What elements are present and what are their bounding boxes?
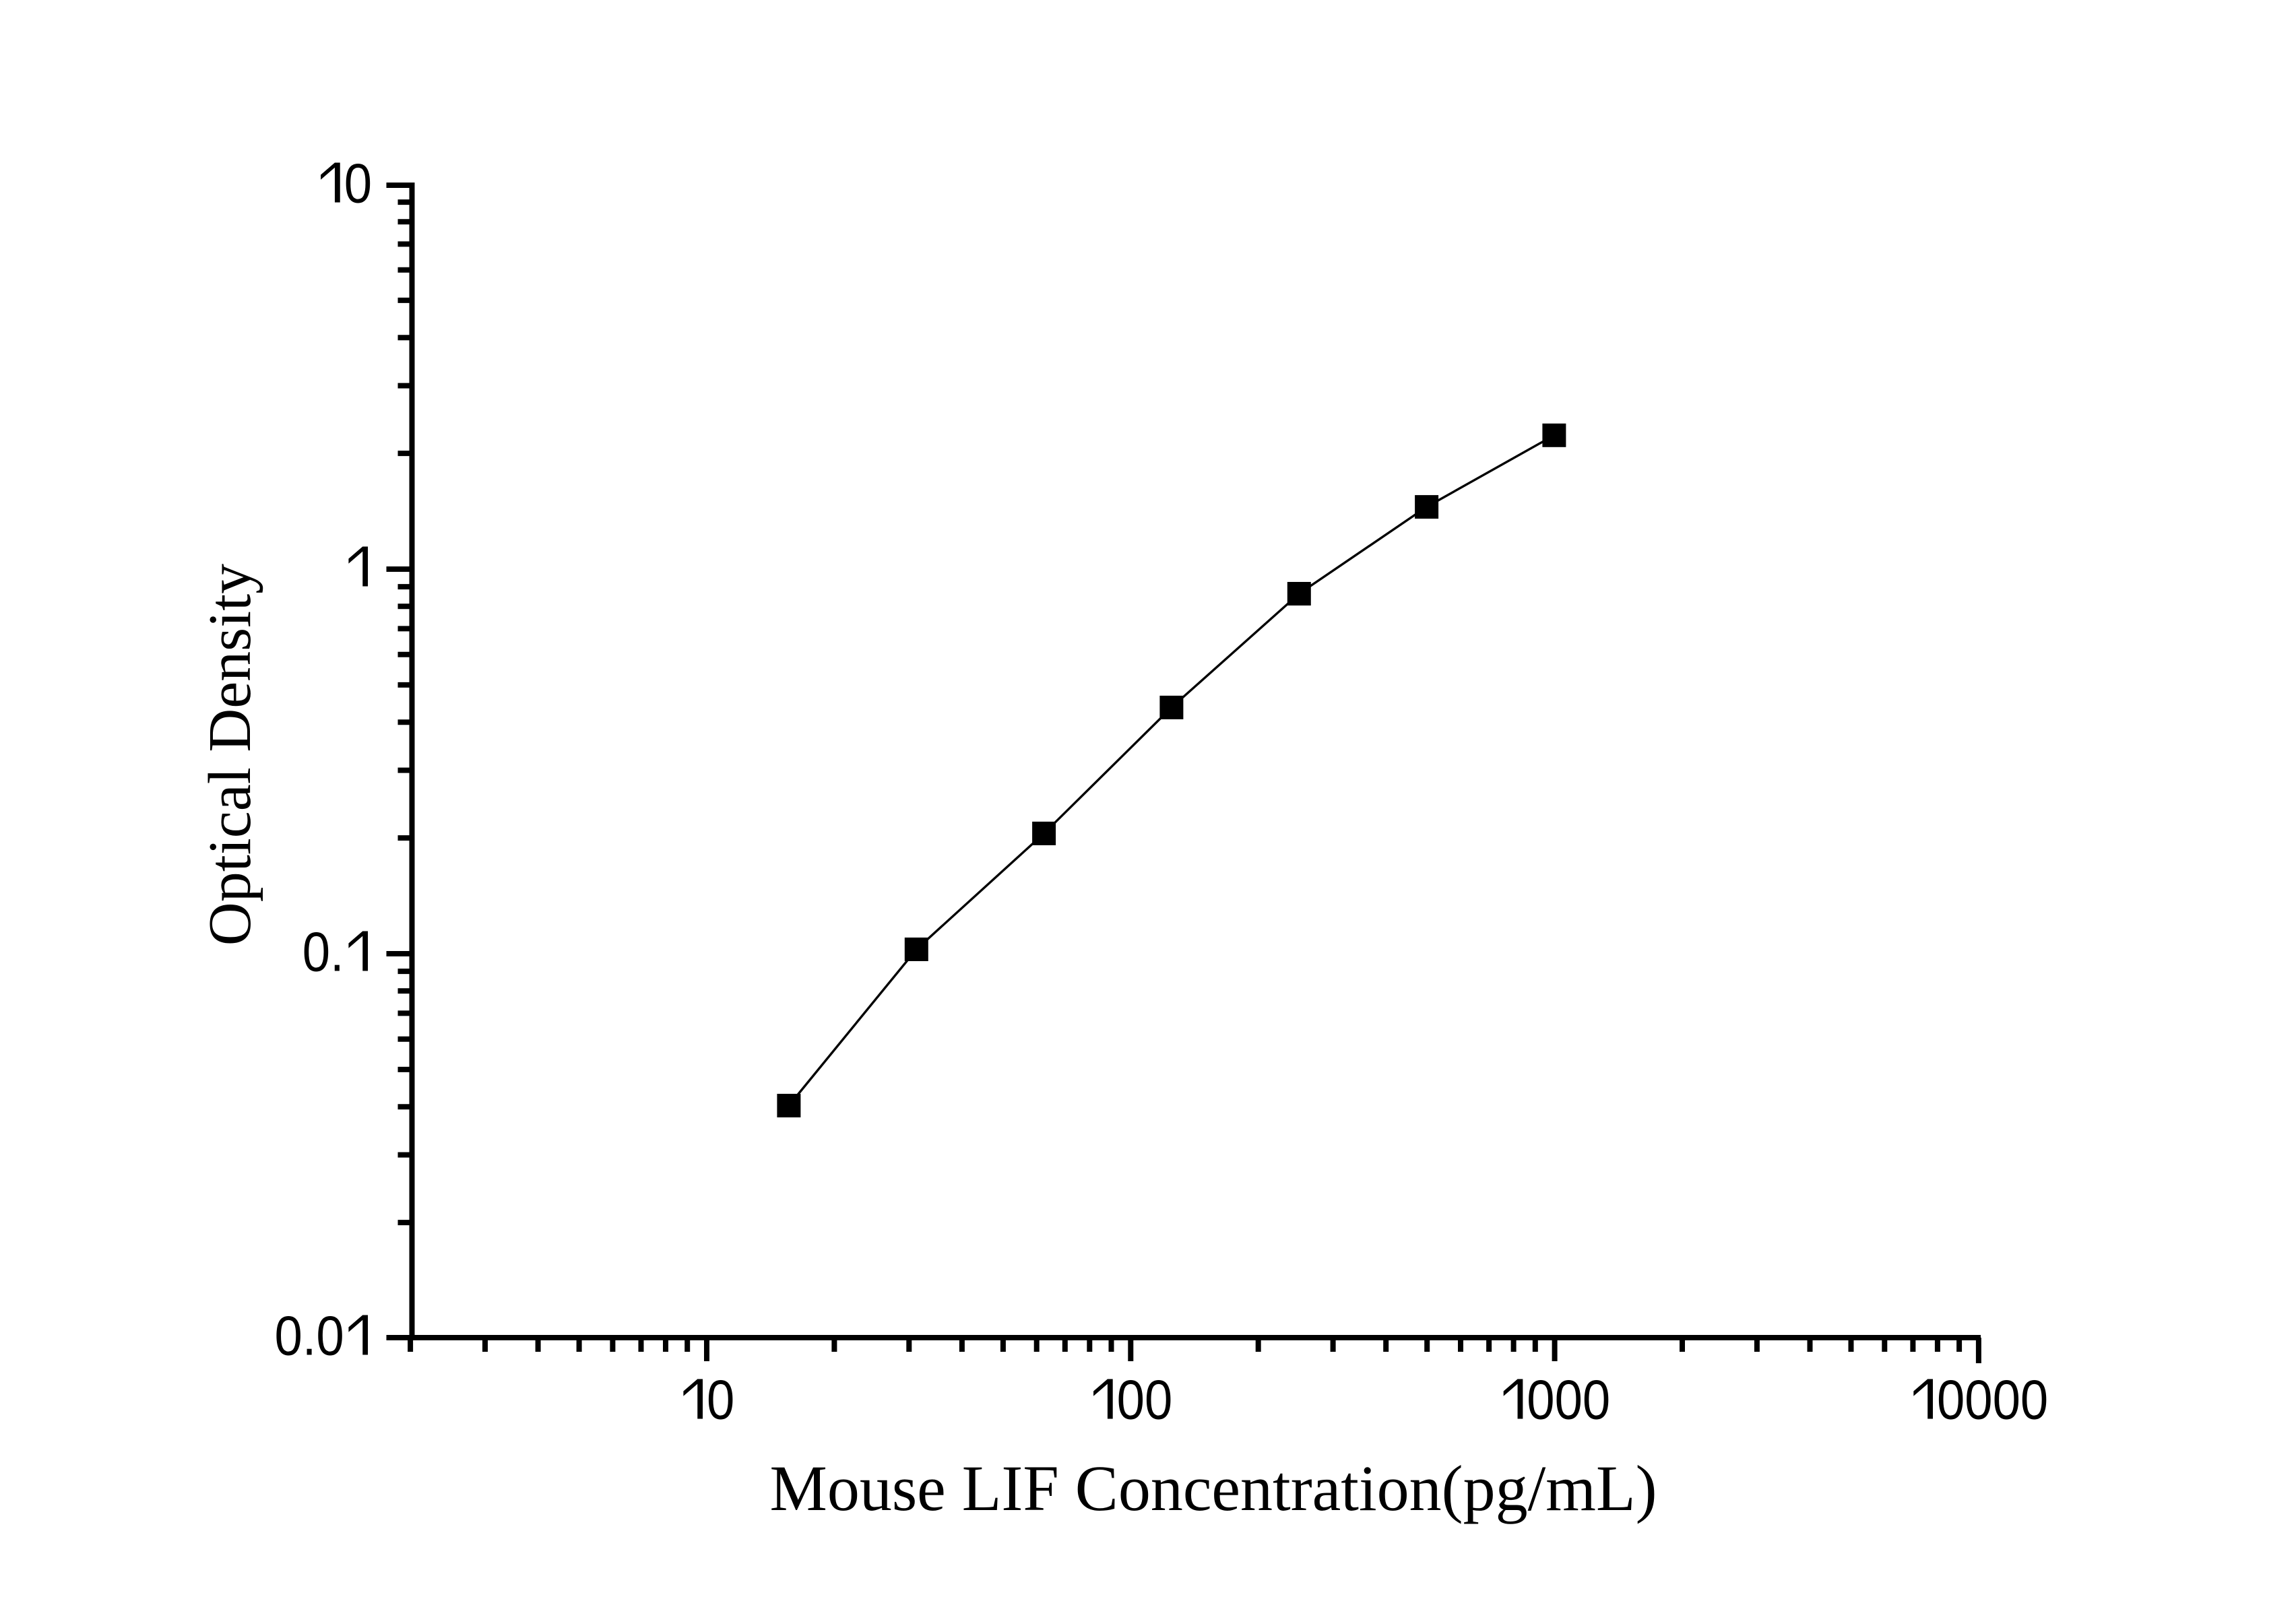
svg-text:0.0: 0.0: [274, 1305, 344, 1367]
svg-text:00: 00: [1117, 1369, 1173, 1431]
svg-text:0000: 0000: [1937, 1369, 2048, 1431]
svg-text:0: 0: [707, 1369, 734, 1431]
svg-text:Optical Density: Optical Density: [197, 564, 263, 946]
svg-text:000: 000: [1527, 1369, 1610, 1431]
svg-text:0: 0: [344, 152, 372, 215]
svg-text:Mouse LIF Concentration(pg/mL): Mouse LIF Concentration(pg/mL): [769, 1452, 1657, 1524]
svg-text:0.: 0.: [302, 921, 344, 983]
